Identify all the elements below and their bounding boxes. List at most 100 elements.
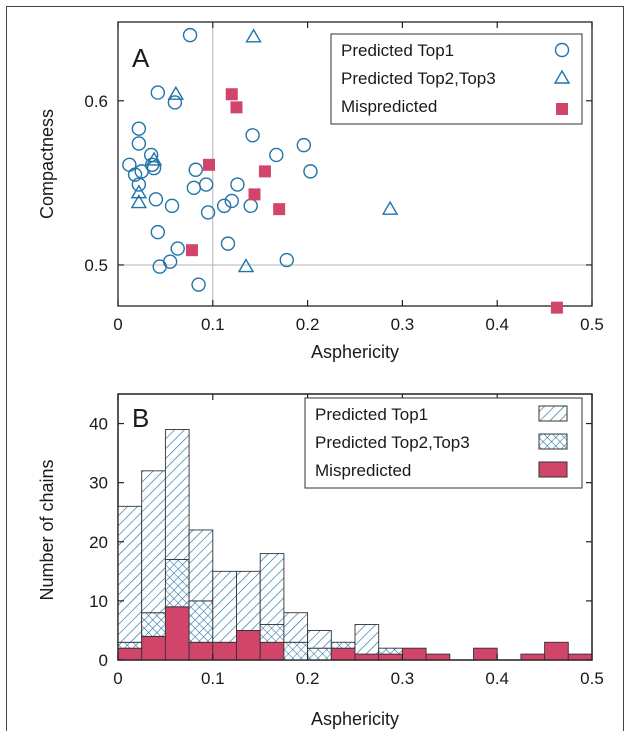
bar-segment-solid xyxy=(164,606,190,661)
point-circle xyxy=(131,121,147,136)
point-square xyxy=(248,188,261,201)
legend-b-label-top23: Predicted Top2,Top3 xyxy=(315,433,470,452)
point-circle xyxy=(127,167,143,182)
legend-b-solid-swatch xyxy=(538,461,568,478)
bar-segment-crosshatch xyxy=(164,559,190,608)
bar-segment-solid xyxy=(401,647,427,661)
panel-a-legend-box xyxy=(330,33,583,125)
bar-segment-crosshatch xyxy=(307,647,332,661)
bar-segment-hatch xyxy=(283,612,309,643)
point-circle xyxy=(279,252,294,268)
legend-a-label-top1: Predicted Top1 xyxy=(341,41,454,60)
point-square xyxy=(230,101,243,114)
bar-segment-solid xyxy=(520,653,546,661)
bar-segment-crosshatch xyxy=(378,647,403,655)
point-circle xyxy=(188,162,203,177)
x-tick-label: 0.5 xyxy=(580,669,604,688)
point-square xyxy=(203,158,216,171)
figure-border xyxy=(6,6,624,731)
legend-a-label-top23: Predicted Top2,Top3 xyxy=(341,69,496,88)
bar-segment-crosshatch xyxy=(330,641,356,649)
bar-segment-hatch xyxy=(236,570,261,631)
y-tick-label: 0.6 xyxy=(84,92,108,111)
bar-segment-solid xyxy=(188,641,214,661)
bar-segment-crosshatch xyxy=(259,624,285,643)
x-tick-label: 0 xyxy=(113,315,122,334)
bar-segment-crosshatch xyxy=(283,641,309,661)
x-tick-label: 0.1 xyxy=(201,315,225,334)
point-circle xyxy=(296,137,312,153)
point-circle xyxy=(245,128,260,143)
point-circle xyxy=(230,177,245,192)
point-triangle xyxy=(130,184,148,199)
point-circle xyxy=(152,259,167,274)
point-square xyxy=(225,88,238,101)
bar-segment-solid xyxy=(567,653,593,661)
point-circle xyxy=(143,147,159,163)
x-tick-label: 0.5 xyxy=(580,315,604,334)
point-circle xyxy=(150,85,166,100)
x-tick-label: 0.1 xyxy=(201,669,225,688)
bar-segment-solid xyxy=(236,629,261,661)
legend-a-circle-marker xyxy=(554,42,570,58)
x-tick-label: 0.3 xyxy=(391,669,415,688)
legend-a-square-marker xyxy=(556,103,568,115)
y-tick-label: 0.5 xyxy=(84,256,108,275)
y-tick-label: 20 xyxy=(89,533,108,552)
panel-b-legend: Predicted Top1 Predicted Top2,Top3 Mispr… xyxy=(304,397,583,489)
point-circle xyxy=(182,27,198,43)
point-triangle xyxy=(145,151,163,166)
point-circle xyxy=(131,177,147,192)
legend-b-crosshatch-swatch xyxy=(538,433,568,450)
bar-segment-solid xyxy=(473,647,498,661)
panel-b-legend-box xyxy=(304,397,583,489)
x-tick-label: 0.4 xyxy=(485,669,509,688)
point-circle xyxy=(224,193,239,209)
legend-b-hatch-swatch xyxy=(538,405,568,422)
x-tick-label: 0.2 xyxy=(296,315,320,334)
bar-segment-hatch xyxy=(259,553,285,625)
bar-segment-solid xyxy=(212,641,237,661)
point-circle xyxy=(150,224,166,240)
panel-a-letter: A xyxy=(132,43,150,73)
x-tick-label: 0.3 xyxy=(391,315,415,334)
point-circle xyxy=(269,147,284,163)
bar-segment-solid xyxy=(117,647,143,661)
bar-segment-solid xyxy=(141,635,166,661)
point-square xyxy=(550,301,563,314)
point-circle xyxy=(216,198,232,214)
panel-a-points xyxy=(122,27,563,314)
panel-b-ticks: 0 0.1 0.2 0.3 0.4 0.5 0 10 20 30 40 xyxy=(89,394,604,688)
point-circle xyxy=(131,136,147,151)
x-tick-label: 0 xyxy=(113,669,122,688)
bar-segment-crosshatch xyxy=(117,641,143,649)
panel-a-legend: Predicted Top1 Predicted Top2,Top3 Mispr… xyxy=(330,33,583,125)
point-circle xyxy=(167,95,183,110)
point-circle xyxy=(164,198,180,214)
panel-b-plot-frame xyxy=(117,393,593,661)
point-square xyxy=(258,165,271,178)
legend-b-label-mispredicted: Mispredicted xyxy=(315,461,411,480)
bar-segment-hatch xyxy=(354,624,380,655)
point-circle xyxy=(170,241,185,256)
y-tick-label: 40 xyxy=(89,415,108,434)
bar-segment-hatch xyxy=(307,629,332,649)
bar-segment-solid xyxy=(259,641,285,661)
bar-segment-solid xyxy=(354,653,380,661)
point-circle xyxy=(134,164,149,179)
point-circle xyxy=(303,164,318,179)
bar-segment-hatch xyxy=(188,529,214,602)
point-triangle xyxy=(130,194,148,209)
bar-segment-crosshatch xyxy=(141,612,166,637)
y-tick-label: 0 xyxy=(99,651,108,670)
point-circle xyxy=(148,192,164,207)
bar-segment-hatch xyxy=(117,505,143,643)
bar-segment-solid xyxy=(330,647,356,661)
bar-segment-solid xyxy=(425,653,451,661)
legend-a-triangle-marker xyxy=(553,69,571,84)
point-circle xyxy=(200,205,216,220)
legend-b-label-top1: Predicted Top1 xyxy=(315,405,428,424)
panel-a-x-axis-title: Asphericity xyxy=(311,342,399,362)
